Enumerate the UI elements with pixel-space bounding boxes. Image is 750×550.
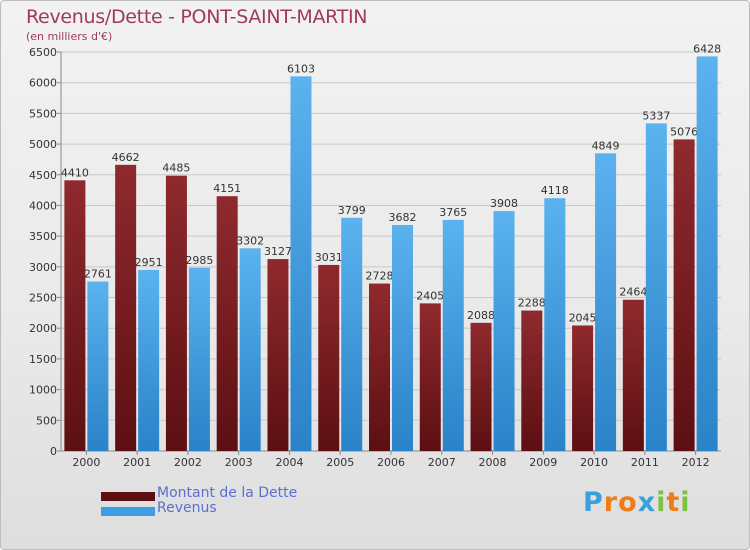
x-tick-label: 2007	[428, 456, 456, 469]
bar-revenue	[645, 123, 667, 451]
y-tick-label: 5500	[29, 107, 57, 120]
data-label-debt: 2088	[467, 309, 495, 322]
data-label-debt: 4662	[112, 151, 140, 164]
x-tick-label: 2009	[529, 456, 557, 469]
bar-revenue	[493, 211, 515, 451]
data-label-debt: 2288	[518, 297, 546, 310]
bar-revenue	[341, 217, 363, 451]
data-label-revenue: 3765	[439, 206, 467, 219]
y-tick-label: 2000	[29, 322, 57, 335]
bar-debt	[267, 259, 289, 451]
x-tick-label: 2005	[326, 456, 354, 469]
bar-debt	[369, 283, 390, 451]
bar-revenue	[696, 56, 718, 452]
data-label-revenue: 2761	[84, 268, 112, 281]
data-label-debt: 5076	[670, 125, 698, 138]
x-tick-label: 2008	[479, 456, 507, 469]
x-tick-label: 2006	[377, 456, 405, 469]
data-label-revenue: 4849	[592, 139, 620, 152]
data-label-debt: 2728	[366, 270, 394, 283]
y-tick-label: 3000	[29, 261, 57, 274]
bar-revenue	[239, 248, 261, 451]
bar-revenue	[188, 267, 210, 451]
data-label-revenue: 3908	[490, 197, 518, 210]
bar-debt	[115, 164, 137, 451]
x-tick-label: 2003	[225, 456, 253, 469]
x-tick-label: 2011	[631, 456, 659, 469]
x-tick-label: 2010	[580, 456, 608, 469]
y-tick-label: 1500	[29, 353, 57, 366]
data-label-debt: 3127	[264, 245, 292, 258]
chart-subtitle: (en milliers d'€)	[26, 30, 113, 43]
x-tick-label: 2001	[123, 456, 151, 469]
data-label-debt: 4410	[61, 166, 89, 179]
y-tick-label: 4500	[29, 169, 57, 182]
bar-revenue	[544, 198, 566, 451]
data-label-revenue: 6103	[287, 62, 315, 75]
logo-letter: t	[666, 487, 681, 518]
bar-debt	[622, 299, 644, 451]
bar-debt	[521, 310, 543, 451]
y-tick-label: 4000	[29, 199, 57, 212]
bar-revenue	[392, 224, 413, 451]
x-tick-label: 2004	[275, 456, 303, 469]
data-label-revenue: 6428	[693, 42, 721, 55]
bar-debt	[470, 322, 492, 451]
logo-letter: o	[618, 487, 638, 518]
data-label-revenue: 5337	[642, 109, 670, 122]
bar-revenue	[442, 219, 464, 451]
bar-revenue	[138, 269, 160, 451]
data-label-revenue: 2951	[135, 256, 163, 269]
bar-debt	[216, 196, 238, 451]
legend-label-revenue: Revenus	[157, 500, 217, 516]
data-label-debt: 4151	[213, 182, 241, 195]
x-tick-label: 2002	[174, 456, 202, 469]
bar-revenue	[290, 76, 312, 451]
legend-swatch-debt	[101, 492, 155, 501]
x-tick-label: 2012	[682, 456, 710, 469]
y-tick-label: 2500	[29, 292, 57, 305]
legend-swatch-revenue	[101, 507, 155, 516]
logo-letter: i	[680, 487, 691, 518]
x-tick-label: 2000	[72, 456, 100, 469]
bar-debt	[673, 139, 695, 452]
y-tick-label: 3500	[29, 230, 57, 243]
y-tick-label: 500	[36, 414, 57, 427]
data-label-debt: 2045	[569, 311, 597, 324]
data-label-revenue: 2985	[185, 254, 213, 267]
data-label-revenue: 3682	[389, 211, 417, 224]
bar-debt	[64, 180, 86, 452]
y-tick-label: 5000	[29, 138, 57, 151]
data-label-debt: 3031	[315, 251, 343, 264]
bar-debt	[318, 264, 340, 451]
bar-debt	[572, 325, 594, 451]
legend-label-debt: Montant de la Dette	[157, 485, 298, 501]
data-label-debt: 2405	[416, 289, 444, 302]
y-tick-label: 6000	[29, 77, 57, 90]
logo-letter: i	[656, 487, 667, 518]
logo-letter: r	[603, 487, 619, 518]
data-label-debt: 2464	[619, 286, 647, 299]
bar-revenue	[87, 281, 109, 451]
chart-title: Revenus/Dette - PONT-SAINT-MARTIN	[26, 6, 368, 28]
y-tick-label: 6500	[29, 46, 57, 59]
proxiti-logo: Proxiti	[583, 487, 691, 518]
bar-debt	[165, 175, 187, 451]
bar-revenue	[595, 153, 617, 451]
data-label-revenue: 3302	[236, 234, 264, 247]
logo-letter: x	[637, 487, 657, 518]
y-tick-label: 0	[50, 445, 57, 458]
bar-debt	[419, 303, 441, 451]
data-label-revenue: 3799	[338, 204, 366, 217]
logo-letter: P	[583, 487, 604, 518]
data-label-revenue: 4118	[541, 184, 569, 197]
y-tick-label: 1000	[29, 384, 57, 397]
data-label-debt: 4485	[162, 162, 190, 175]
